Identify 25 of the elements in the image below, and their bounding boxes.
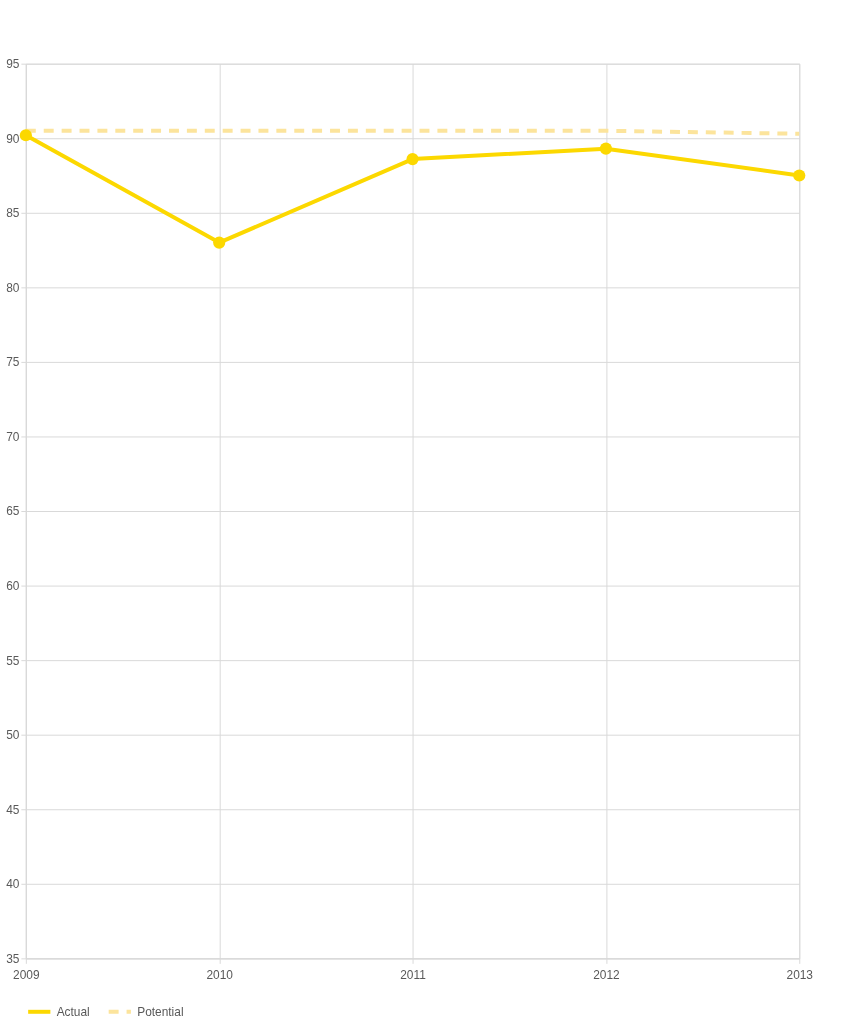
point [406, 153, 419, 166]
y-tick-label: 90 [6, 131, 20, 146]
y-tick-label: 35 [6, 951, 20, 966]
y-tick-label: 95 [6, 57, 20, 72]
y-tick-label: 85 [6, 206, 20, 221]
x-tick-label: 2013 [786, 967, 814, 982]
y-tick-label: 40 [6, 877, 20, 892]
y-tick-label: 80 [6, 280, 20, 295]
y-tick-label: 60 [6, 579, 20, 594]
legend-label: Potential [137, 1004, 184, 1019]
legend-label: Actual [56, 1004, 90, 1019]
point [793, 169, 806, 182]
y-tick-label: 55 [6, 653, 20, 668]
y-tick-label: 75 [6, 355, 20, 370]
x-tick-label: 2011 [400, 967, 427, 982]
y-tick-label: 45 [6, 802, 20, 817]
x-tick-label: 2010 [206, 967, 234, 982]
point [599, 142, 612, 155]
x-tick-label: 2012 [593, 967, 621, 982]
y-tick-label: 70 [6, 429, 20, 444]
x-tick-label: 2009 [13, 967, 40, 982]
point [19, 129, 32, 142]
point [213, 236, 226, 249]
y-tick-label: 50 [6, 728, 20, 743]
y-tick-label: 65 [6, 504, 20, 519]
